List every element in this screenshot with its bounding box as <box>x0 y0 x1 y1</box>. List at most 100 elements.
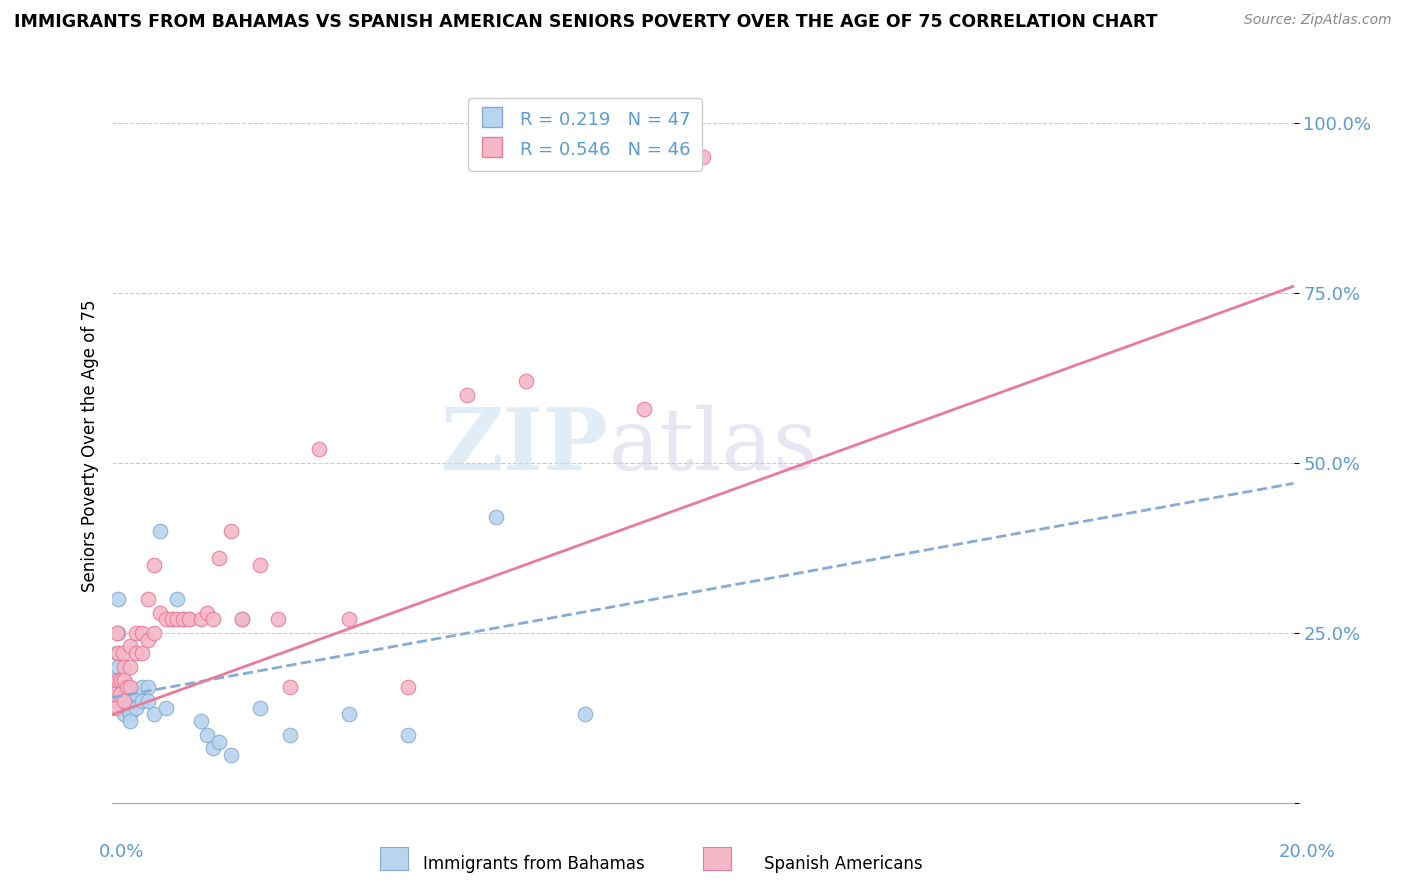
Point <box>112 694 135 708</box>
Point <box>104 694 127 708</box>
Text: Immigrants from Bahamas: Immigrants from Bahamas <box>423 855 645 872</box>
Point <box>112 707 135 722</box>
Point <box>166 612 188 626</box>
Point <box>104 700 127 714</box>
Point <box>125 687 148 701</box>
Point <box>120 687 142 701</box>
Point <box>131 646 153 660</box>
Point <box>107 591 129 606</box>
Point <box>308 442 330 457</box>
Point <box>108 687 131 701</box>
Point <box>267 612 290 626</box>
Point <box>692 150 714 164</box>
Legend: R = 0.219   N = 47, R = 0.546   N = 46: R = 0.219 N = 47, R = 0.546 N = 46 <box>468 98 702 170</box>
Point <box>190 714 212 729</box>
Point <box>110 700 132 714</box>
Point <box>515 375 537 389</box>
Point <box>105 626 128 640</box>
Point <box>179 612 201 626</box>
Point <box>208 734 231 748</box>
Point <box>120 700 142 714</box>
Point <box>125 646 148 660</box>
Text: 0.0%: 0.0% <box>98 843 143 861</box>
Point <box>337 612 360 626</box>
Point <box>172 612 194 626</box>
Point <box>142 558 165 572</box>
Point <box>136 632 159 647</box>
Point <box>131 680 153 694</box>
Point <box>101 680 124 694</box>
Point <box>107 660 129 674</box>
Point <box>201 612 224 626</box>
Point <box>190 612 212 626</box>
Point <box>107 626 129 640</box>
Point <box>120 640 142 654</box>
Point <box>125 700 148 714</box>
Point <box>155 612 177 626</box>
Point <box>219 748 242 763</box>
Text: IMMIGRANTS FROM BAHAMAS VS SPANISH AMERICAN SENIORS POVERTY OVER THE AGE OF 75 C: IMMIGRANTS FROM BAHAMAS VS SPANISH AMERI… <box>14 13 1157 31</box>
Point <box>110 673 132 688</box>
Point <box>136 694 159 708</box>
Point <box>112 646 135 660</box>
Point <box>114 694 136 708</box>
Text: Source: ZipAtlas.com: Source: ZipAtlas.com <box>1244 13 1392 28</box>
Point <box>149 524 172 538</box>
Point <box>278 728 301 742</box>
Point <box>160 612 183 626</box>
Point <box>337 707 360 722</box>
Point <box>249 558 271 572</box>
Point <box>396 680 419 694</box>
Point <box>120 714 142 729</box>
Point <box>112 673 135 688</box>
Point <box>195 728 218 742</box>
Point <box>155 700 177 714</box>
Text: Spanish Americans: Spanish Americans <box>765 855 922 872</box>
Point <box>103 687 125 701</box>
Point <box>112 687 135 701</box>
Point <box>136 591 159 606</box>
Point <box>112 673 135 688</box>
Point <box>166 591 188 606</box>
Point <box>231 612 253 626</box>
Point <box>107 673 129 688</box>
Point <box>231 612 253 626</box>
Text: ZIP: ZIP <box>440 404 609 488</box>
Point <box>131 694 153 708</box>
Point <box>142 626 165 640</box>
Point <box>103 673 125 688</box>
Point <box>456 388 478 402</box>
Point <box>120 660 142 674</box>
Point <box>179 612 201 626</box>
Point <box>120 680 142 694</box>
Point <box>485 510 508 524</box>
Point <box>574 707 596 722</box>
Point <box>195 606 218 620</box>
Point <box>201 741 224 756</box>
Point <box>120 694 142 708</box>
Point <box>112 680 135 694</box>
Point <box>208 551 231 566</box>
Point <box>105 646 128 660</box>
Point <box>131 626 153 640</box>
Point <box>101 687 124 701</box>
Point <box>107 646 129 660</box>
Point <box>278 680 301 694</box>
Point <box>249 700 271 714</box>
Point <box>160 612 183 626</box>
Point <box>108 680 131 694</box>
Point <box>142 707 165 722</box>
Point <box>172 612 194 626</box>
Text: 20.0%: 20.0% <box>1279 843 1336 861</box>
Point <box>112 660 135 674</box>
Y-axis label: Seniors Poverty Over the Age of 75: Seniors Poverty Over the Age of 75 <box>80 300 98 592</box>
Point <box>125 626 148 640</box>
Point <box>112 694 135 708</box>
Point <box>117 700 138 714</box>
Text: atlas: atlas <box>609 404 818 488</box>
Point <box>117 680 138 694</box>
Point <box>136 680 159 694</box>
Point <box>149 606 172 620</box>
Point <box>108 694 131 708</box>
Point <box>219 524 242 538</box>
